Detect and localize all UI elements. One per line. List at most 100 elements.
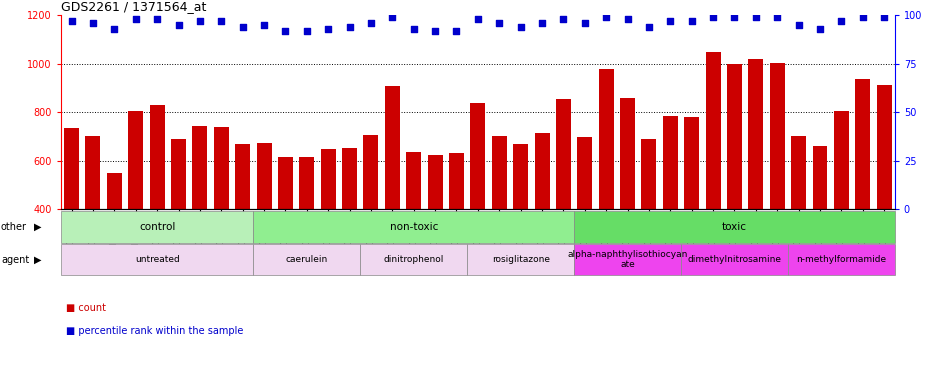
Point [855,14,870,20]
Point [427,28,442,34]
Bar [705,53,720,306]
Bar [620,98,635,306]
Bar [359,244,467,275]
Bar [235,144,250,306]
Point [705,14,720,20]
Point [64,18,79,24]
Point [598,14,613,20]
Point [662,18,677,24]
Text: agent: agent [1,255,29,265]
Text: dinitrophenol: dinitrophenol [383,255,444,264]
Point [363,20,378,26]
Point [833,18,848,24]
Point [192,18,207,24]
Bar [555,99,570,306]
Point [768,14,783,20]
Point [748,14,763,20]
Point [812,26,826,32]
Bar [299,157,314,306]
Point [85,20,100,26]
Bar [467,244,574,275]
Bar [680,244,787,275]
Text: non-toxic: non-toxic [389,222,437,232]
Bar [787,244,894,275]
Text: ▶: ▶ [34,255,41,265]
Text: ▶: ▶ [34,222,41,232]
Bar [256,142,271,306]
Bar [574,244,680,275]
Text: dimethylnitrosamine: dimethylnitrosamine [687,255,781,264]
Bar [662,116,677,306]
Point [620,16,635,22]
Bar [470,103,485,306]
Bar [876,85,891,306]
Point [299,28,314,34]
Text: GDS2261 / 1371564_at: GDS2261 / 1371564_at [61,0,206,13]
Bar [85,136,100,306]
Bar [342,148,357,306]
Text: caerulein: caerulein [285,255,328,264]
Point [555,16,570,22]
Bar [385,86,400,306]
Text: n-methylformamide: n-methylformamide [796,255,885,264]
Point [213,18,228,24]
Bar [855,79,870,306]
Bar [64,127,79,306]
Bar [726,64,741,306]
Point [726,14,741,20]
Text: control: control [139,222,175,232]
Bar [598,70,613,306]
Bar [833,111,848,306]
Point [406,26,421,32]
Point [491,20,506,26]
Bar [363,135,378,306]
Bar [320,149,335,306]
Bar [61,211,253,243]
Bar [427,155,442,306]
Point [256,22,271,28]
Bar [107,173,122,306]
Bar [448,153,463,306]
Point [513,24,528,30]
Point [470,16,485,22]
Bar [213,127,228,306]
Text: alpha-naphthylisothiocyan
ate: alpha-naphthylisothiocyan ate [567,250,687,269]
Bar [171,139,185,306]
Point [448,28,463,34]
Point [790,22,805,28]
Point [171,22,186,28]
Point [107,26,122,32]
Text: rosiglitazone: rosiglitazone [491,255,549,264]
Bar [278,157,293,306]
Point [534,20,548,26]
Point [320,26,335,32]
Point [342,24,357,30]
Text: other: other [1,222,27,232]
Bar [812,146,826,306]
Bar [748,59,763,306]
Bar [534,133,548,306]
Point [278,28,293,34]
Point [683,18,698,24]
Bar [790,136,805,306]
Bar [513,144,528,306]
Bar [641,139,656,306]
Bar [253,244,359,275]
Point [876,14,891,20]
Text: toxic: toxic [722,222,746,232]
Point [385,14,400,20]
Bar [683,118,698,306]
Bar [150,105,165,306]
Bar [574,211,894,243]
Bar [192,126,207,306]
Point [641,24,656,30]
Point [150,16,165,22]
Point [235,24,250,30]
Bar [768,63,783,306]
Bar [577,137,592,306]
Text: ■ count: ■ count [66,303,106,313]
Text: untreated: untreated [135,255,180,264]
Bar [253,211,574,243]
Text: ■ percentile rank within the sample: ■ percentile rank within the sample [66,326,242,336]
Point [128,16,143,22]
